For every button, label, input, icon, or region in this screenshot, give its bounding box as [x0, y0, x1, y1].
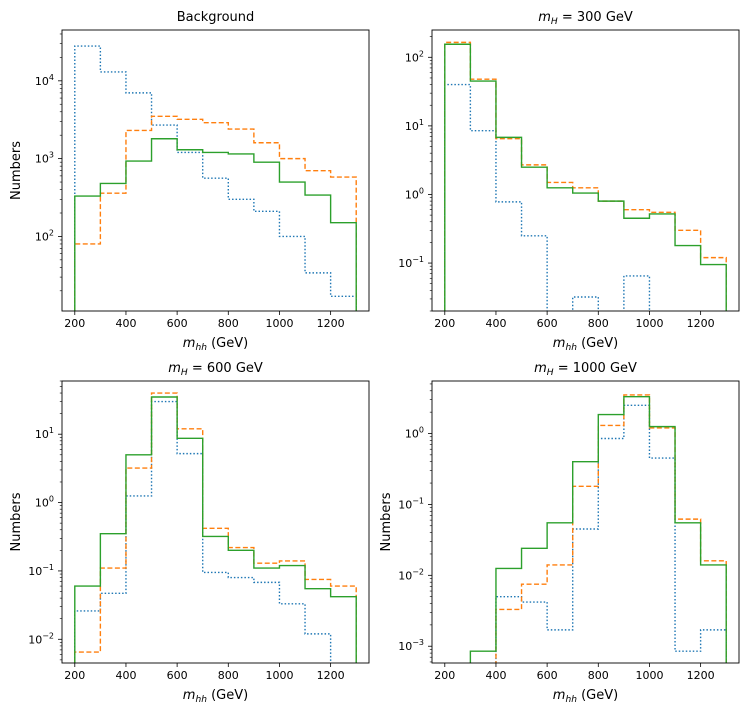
y-tick-label: 10−2 — [28, 631, 54, 646]
x-tick-label: 800 — [588, 317, 609, 330]
subplot-title: mH = 300 GeV — [538, 10, 633, 27]
x-tick-label: 200 — [64, 669, 85, 682]
x-tick-label: 200 — [434, 669, 455, 682]
x-tick-label: 800 — [218, 317, 239, 330]
subplot-title: Background — [177, 10, 255, 25]
x-tick-label: 200 — [64, 317, 85, 330]
y-axis-label: Numbers — [9, 141, 24, 200]
series-green-solid — [469, 396, 727, 663]
x-tick-label: 200 — [434, 317, 455, 330]
y-axis-label: Numbers — [379, 492, 394, 551]
y-tick-label: 102 — [405, 49, 424, 64]
y-tick-label: 101 — [35, 426, 54, 441]
x-axis-label: mhh (GeV) — [183, 688, 248, 705]
subplot-1: 200 400 600 800 1000 1200 102 103 104 Background m… — [9, 10, 370, 353]
series-green-solid — [74, 138, 357, 311]
y-tick-label: 101 — [405, 118, 424, 133]
y-tick-label: 10−3 — [398, 638, 424, 653]
x-tick-label: 600 — [537, 669, 558, 682]
series-orange-dashed — [495, 394, 727, 663]
series-group — [444, 41, 727, 311]
y-tick-label: 100 — [405, 186, 424, 201]
x-axis-label: mhh (GeV) — [553, 336, 618, 353]
x-tick-label: 800 — [218, 669, 239, 682]
axes-frame — [431, 380, 740, 664]
x-tick-label: 1000 — [265, 317, 293, 330]
series-group — [469, 394, 727, 663]
y-tick-label: 10−1 — [28, 563, 54, 578]
x-tick-label: 600 — [167, 669, 188, 682]
x-tick-label: 1200 — [687, 669, 715, 682]
y-tick-label: 10−2 — [398, 567, 424, 582]
y-tick-label: 10−1 — [398, 496, 424, 511]
series-group — [74, 392, 357, 663]
x-tick-label: 400 — [115, 317, 136, 330]
series-green-solid — [444, 43, 727, 311]
subplot-title: mH = 1000 GeV — [534, 361, 637, 378]
x-tick-label: 400 — [485, 669, 506, 682]
y-tick-label: 102 — [35, 228, 54, 243]
axes-frame — [431, 29, 740, 312]
y-tick-label: 104 — [35, 73, 54, 88]
x-axis-label: mhh (GeV) — [553, 688, 618, 705]
series-green-solid — [74, 396, 357, 663]
x-tick-label: 600 — [167, 317, 188, 330]
x-tick-label: 1000 — [635, 317, 663, 330]
x-tick-label: 1200 — [317, 317, 345, 330]
x-tick-label: 1200 — [317, 669, 345, 682]
series-blue-dotted — [444, 83, 651, 311]
axes-frame — [61, 380, 370, 664]
series-orange-dashed — [74, 115, 357, 311]
x-axis-label: mhh (GeV) — [183, 336, 248, 353]
x-tick-label: 400 — [115, 669, 136, 682]
subplot-4: 200 400 600 800 1000 1200 10−3 10−2 10−1 100 mH = … — [379, 361, 740, 705]
x-tick-label: 1000 — [265, 669, 293, 682]
y-tick-label: 100 — [35, 495, 54, 510]
series-orange-dashed — [74, 392, 357, 663]
subplot-2: 200 400 600 800 1000 1200 10−1 100 101 102 mH = 30… — [398, 10, 740, 353]
series-group — [74, 45, 357, 311]
series-blue-dotted — [74, 400, 332, 663]
y-tick-label: 10−1 — [398, 255, 424, 270]
x-tick-label: 1200 — [687, 317, 715, 330]
x-tick-label: 600 — [537, 317, 558, 330]
y-tick-label: 100 — [405, 425, 424, 440]
series-blue-dotted — [74, 45, 357, 311]
x-tick-label: 1000 — [635, 669, 663, 682]
x-tick-label: 800 — [588, 669, 609, 682]
subplot-3: 200 400 600 800 1000 1200 10−2 10−1 100 101 mH = 6… — [9, 361, 370, 705]
y-tick-label: 103 — [35, 151, 54, 166]
y-axis-label: Numbers — [9, 492, 24, 551]
series-orange-dashed — [444, 41, 727, 311]
subplot-title: mH = 600 GeV — [168, 361, 263, 378]
x-tick-label: 400 — [485, 317, 506, 330]
